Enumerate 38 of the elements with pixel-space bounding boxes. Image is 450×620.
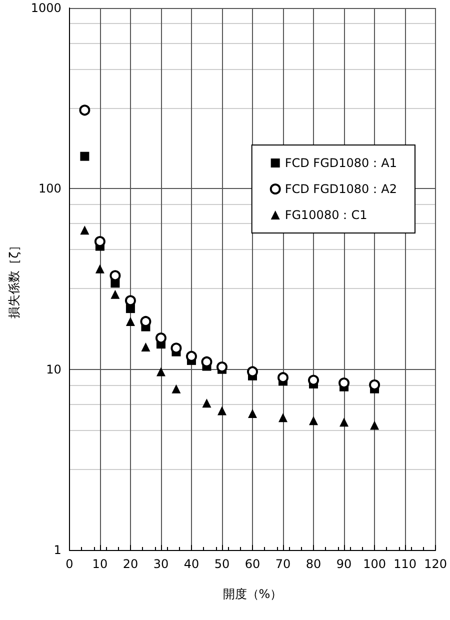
legend-label: FG10080：C1 <box>284 208 368 222</box>
x-tick-label: 100 <box>363 557 386 571</box>
x-tick-label: 120 <box>424 557 447 571</box>
legend-label: FCD FGD1080：A1 <box>284 156 398 170</box>
point <box>202 398 212 408</box>
point <box>217 406 226 416</box>
point <box>80 152 90 161</box>
point <box>141 342 150 352</box>
x-tick-label: 60 <box>244 557 260 571</box>
legend-label: FCD FGD1080：A2 <box>284 182 398 196</box>
x-tick-label: 50 <box>214 557 230 571</box>
point <box>172 384 181 394</box>
x-tick-label: 40 <box>184 557 200 571</box>
point <box>248 408 257 418</box>
point <box>278 413 288 422</box>
point <box>340 418 349 427</box>
point <box>80 226 90 235</box>
x-tick-label: 20 <box>122 557 138 571</box>
x-tick-label: 0 <box>66 557 74 571</box>
x-tick-label: 110 <box>394 557 416 571</box>
point <box>156 367 166 376</box>
y-tick-label: 100 <box>38 182 62 196</box>
point <box>370 420 380 430</box>
x-tick-label: 30 <box>153 557 169 571</box>
point <box>95 264 104 274</box>
x-axis-title: 開度（%） <box>222 587 282 601</box>
x-tick-label: 10 <box>92 557 108 571</box>
point <box>126 316 135 326</box>
point <box>79 104 90 116</box>
x-tick-label: 70 <box>275 557 291 571</box>
y-tick-label: 1000 <box>30 1 62 15</box>
point <box>110 290 120 299</box>
point <box>309 416 318 426</box>
x-tick-label: 80 <box>306 557 322 571</box>
y-tick-label: 10 <box>46 362 62 376</box>
x-tick-label: 90 <box>336 557 352 571</box>
y-tick-label: 1 <box>54 543 62 557</box>
y-axis-title: 損失係数［ζ］ <box>7 240 21 318</box>
